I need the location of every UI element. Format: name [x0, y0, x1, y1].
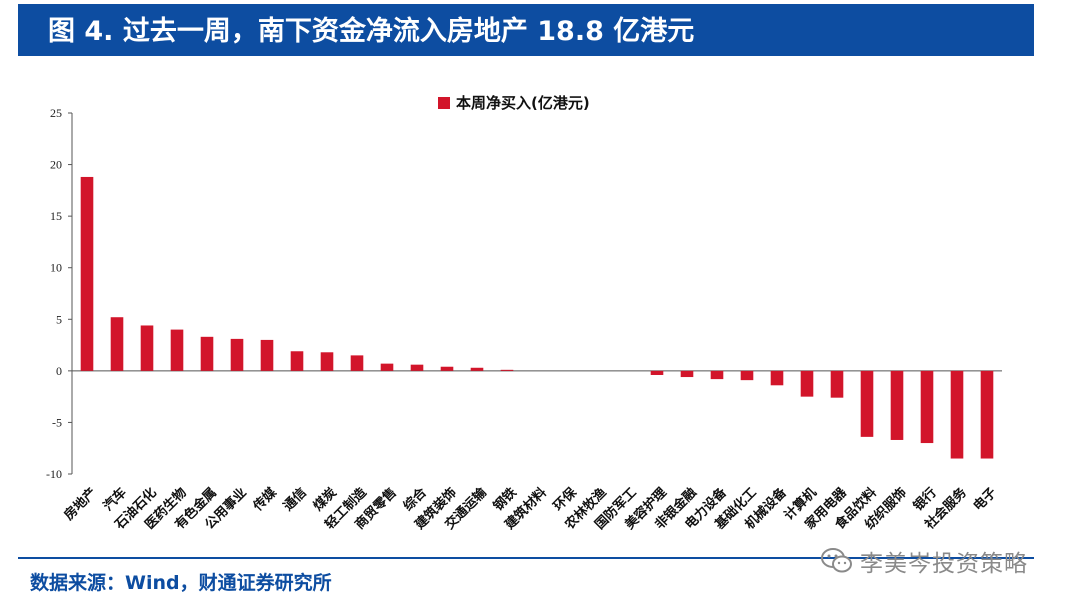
header-bar: 图 4. 过去一周，南下资金净流入房地产 18.8 亿港元	[18, 4, 1034, 56]
bar-房地产	[80, 176, 94, 371]
page-title: 图 4. 过去一周，南下资金净流入房地产 18.8 亿港元	[48, 16, 695, 47]
y-tick-label: 5	[56, 312, 62, 326]
bar-综合	[410, 364, 424, 371]
bar-传媒	[260, 339, 274, 371]
bar-电力设备	[710, 370, 724, 380]
y-tick-label: 15	[50, 209, 62, 223]
wechat-icon	[821, 548, 852, 573]
bar-机械设备	[770, 370, 784, 386]
legend-label: 本周净买入(亿港元)	[456, 94, 590, 112]
bar-建筑装饰	[440, 366, 454, 371]
bar-医药生物	[170, 329, 184, 371]
bar-电子	[980, 370, 994, 459]
bar-家用电器	[830, 370, 844, 398]
bar-煤炭	[320, 352, 334, 371]
bar-轻工制造	[350, 355, 364, 371]
y-tick-label: 25	[50, 106, 62, 120]
bar-交通运输	[470, 367, 484, 371]
bar-食品饮料	[860, 370, 874, 437]
bar-基础化工	[740, 370, 754, 381]
bar-美容护理	[650, 370, 664, 375]
x-tick-label: 房地产	[61, 485, 100, 524]
bar-有色金属	[200, 336, 214, 371]
bar-钢铁	[500, 369, 514, 371]
watermark-text: 李美岑投资策略	[860, 551, 1028, 577]
bar-纺织服饰	[890, 370, 904, 440]
bar-通信	[290, 351, 304, 371]
y-tick-label: 0	[56, 364, 62, 378]
bar-汽车	[110, 317, 124, 371]
bar-银行	[920, 370, 934, 444]
y-tick-label: -5	[52, 415, 62, 429]
bar-社会服务	[950, 370, 964, 459]
bar-计算机	[800, 370, 814, 397]
legend-swatch	[438, 97, 450, 109]
x-tick-label: 通信	[280, 485, 310, 515]
y-tick-label: 10	[50, 261, 62, 275]
bar-石油石化	[140, 325, 154, 371]
x-tick-label: 电子	[970, 485, 1000, 515]
x-tick-label: 传媒	[249, 484, 280, 515]
bar-商贸零售	[380, 363, 394, 371]
bar-非银金融	[680, 370, 694, 378]
y-tick-label: -10	[46, 467, 62, 481]
y-tick-label: 20	[50, 158, 62, 172]
footer-divider	[18, 557, 1034, 559]
watermark: 李美岑投资策略	[820, 543, 1028, 579]
data-source: 数据来源：Wind，财通证券研究所	[30, 572, 332, 594]
bar-公用事业	[230, 338, 244, 371]
